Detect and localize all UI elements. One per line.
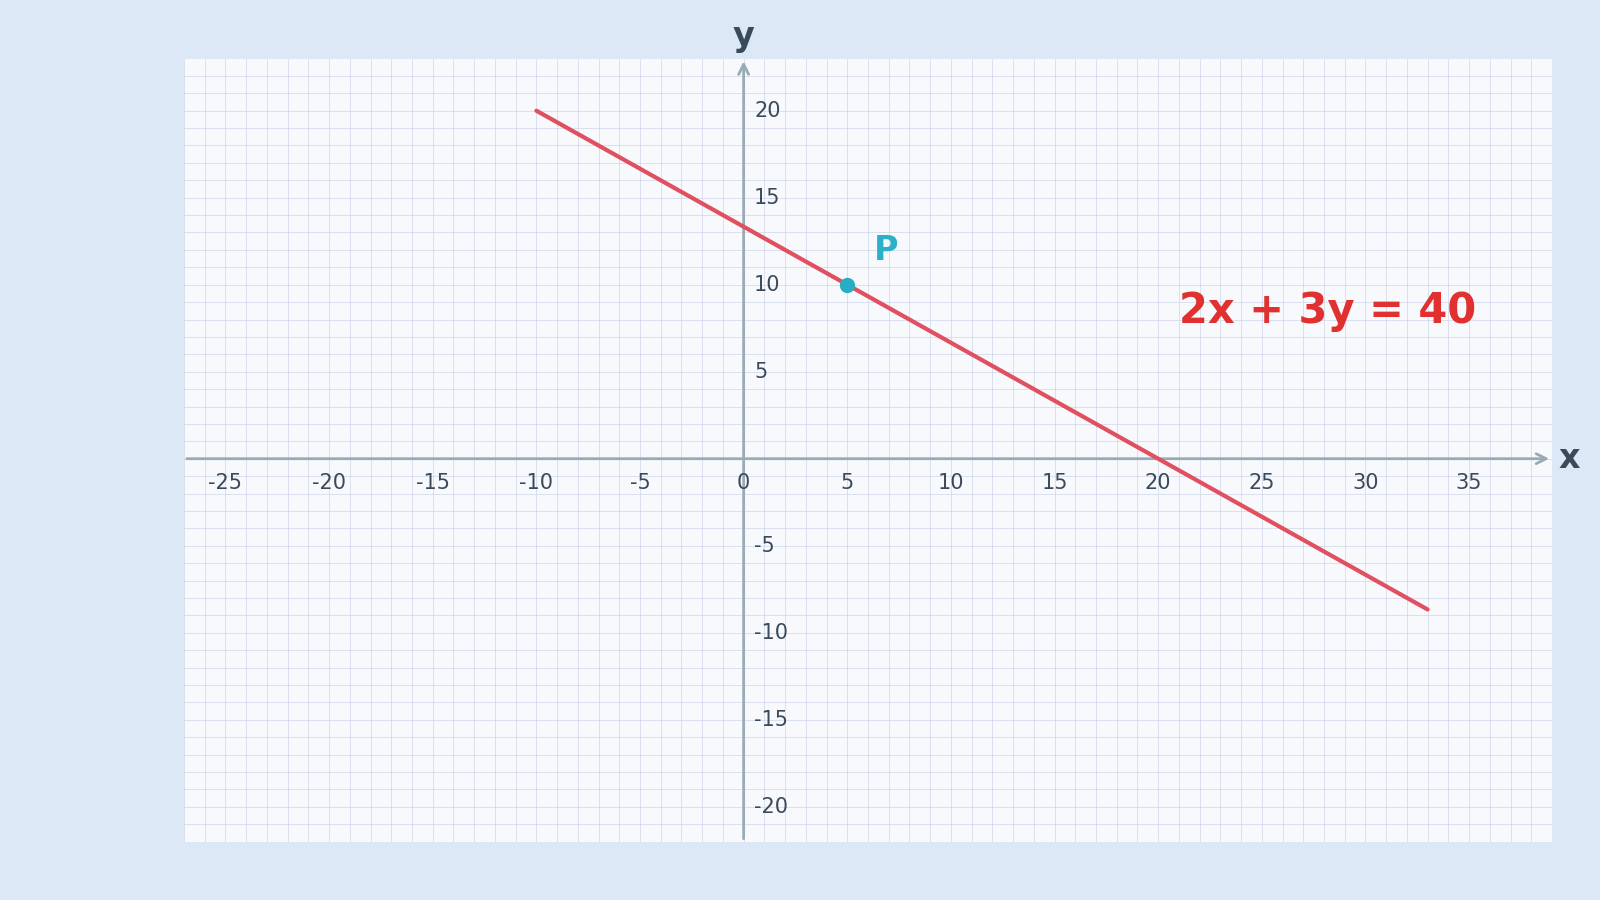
Text: 20: 20 [754,101,781,121]
Text: 5: 5 [840,472,854,492]
Text: 2x + 3y = 40: 2x + 3y = 40 [1179,290,1477,332]
Text: -20: -20 [312,472,346,492]
Text: 30: 30 [1352,472,1379,492]
Text: 10: 10 [938,472,965,492]
Text: x: x [1558,442,1579,475]
Text: -15: -15 [416,472,450,492]
Text: -15: -15 [754,710,787,730]
Text: y: y [733,21,755,53]
Text: -5: -5 [630,472,650,492]
Text: 35: 35 [1456,472,1482,492]
Text: P: P [874,234,899,267]
Text: -25: -25 [208,472,243,492]
Text: 15: 15 [1042,472,1067,492]
Text: 0: 0 [738,472,750,492]
Text: -10: -10 [520,472,554,492]
Text: 15: 15 [754,188,781,208]
Text: 20: 20 [1146,472,1171,492]
Text: 10: 10 [754,274,781,294]
Text: -5: -5 [754,536,774,555]
Text: 5: 5 [754,362,768,382]
Text: 25: 25 [1248,472,1275,492]
Text: -10: -10 [754,623,787,643]
Text: -20: -20 [754,796,787,816]
